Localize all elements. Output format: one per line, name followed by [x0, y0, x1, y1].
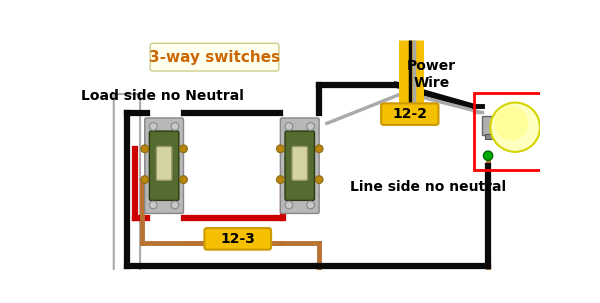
Circle shape [171, 123, 179, 130]
Circle shape [490, 103, 540, 152]
Text: 3-way switches: 3-way switches [149, 50, 280, 65]
Circle shape [494, 106, 529, 140]
Circle shape [179, 145, 187, 153]
Circle shape [141, 145, 149, 153]
FancyBboxPatch shape [150, 43, 279, 71]
Text: Line side no neutral: Line side no neutral [350, 179, 506, 194]
Bar [474, 93, 544, 170]
Text: Load side no Neutral: Load side no Neutral [81, 89, 244, 103]
Circle shape [307, 201, 314, 209]
Bar [485, 134, 493, 139]
Circle shape [285, 123, 293, 130]
FancyBboxPatch shape [149, 131, 179, 200]
Circle shape [307, 123, 314, 130]
FancyBboxPatch shape [285, 131, 314, 200]
FancyBboxPatch shape [280, 118, 319, 213]
Text: Power
Wire: Power Wire [407, 59, 456, 90]
FancyBboxPatch shape [292, 146, 308, 180]
FancyBboxPatch shape [114, 94, 140, 274]
Circle shape [141, 176, 149, 183]
Circle shape [277, 145, 284, 153]
FancyBboxPatch shape [205, 228, 271, 250]
Circle shape [171, 201, 179, 209]
Circle shape [277, 176, 284, 183]
Circle shape [149, 201, 157, 209]
Text: 12-3: 12-3 [220, 232, 255, 246]
FancyBboxPatch shape [145, 118, 184, 213]
Circle shape [315, 176, 323, 183]
Text: 12-2: 12-2 [392, 107, 427, 121]
FancyBboxPatch shape [381, 103, 439, 125]
Bar [482, 116, 496, 135]
Circle shape [315, 145, 323, 153]
Circle shape [285, 201, 293, 209]
FancyBboxPatch shape [157, 146, 172, 180]
Circle shape [149, 123, 157, 130]
Circle shape [179, 176, 187, 183]
Circle shape [484, 151, 493, 160]
